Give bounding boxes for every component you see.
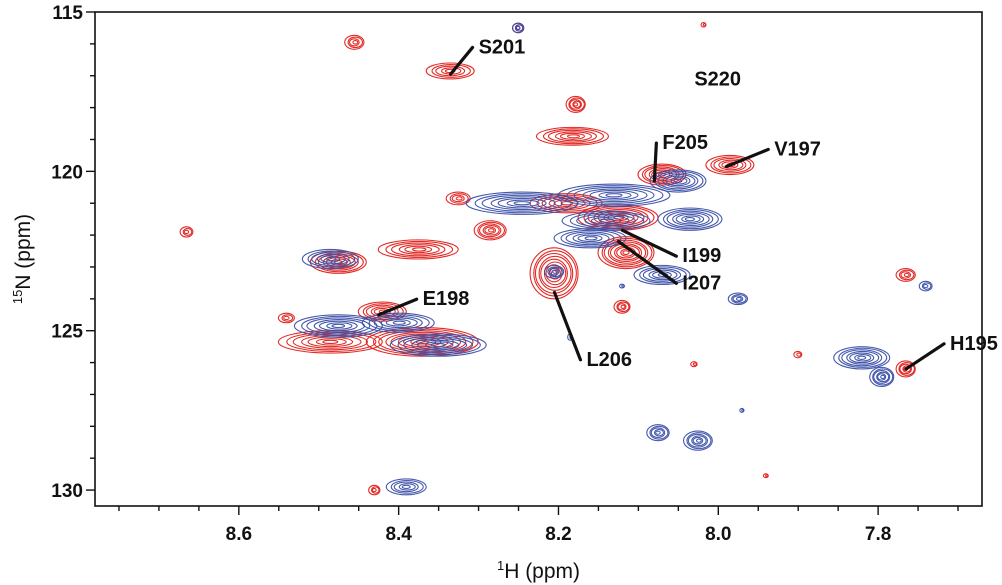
peak-annotation: V197: [724, 138, 821, 169]
peak-annotations: S201 S220 F205 V197 I199 I207 E198 L206 H195: [377, 36, 998, 371]
blue-peak: [657, 207, 723, 231]
blue-peak: [553, 228, 627, 249]
annotation-leader-line: [652, 141, 658, 183]
x-axis: 8.6 8.4 8.2 8.0 7.8: [118, 506, 959, 545]
y-axis: 115 120 125 130: [51, 3, 95, 502]
red-peak: [473, 220, 507, 241]
blue-peak: [543, 264, 565, 279]
annotation-label: F205: [662, 132, 708, 154]
annotation-label: E198: [423, 288, 470, 310]
red-peak: [895, 268, 916, 282]
red-peak: [425, 62, 475, 80]
blue-peak-series: [293, 22, 933, 496]
x-tick-label: 8.4: [385, 524, 412, 545]
y-tick-label: 125: [51, 322, 83, 343]
blue-peak: [649, 169, 707, 193]
peak-annotation: I207: [616, 239, 721, 294]
blue-peak: [869, 366, 895, 388]
peak-annotation: L206: [552, 290, 632, 371]
peak-annotation: E198: [377, 288, 470, 317]
blue-peak: [918, 280, 933, 292]
red-peak: [344, 34, 365, 50]
y-tick-label: 115: [52, 3, 83, 24]
red-peak: [700, 21, 707, 28]
red-peak: [277, 312, 295, 324]
peak-annotation: S201: [448, 36, 526, 76]
x-tick-label: 8.6: [226, 524, 252, 545]
annotation-leader-line: [620, 228, 678, 258]
red-peak: [368, 484, 381, 496]
red-peak: [377, 239, 459, 260]
x-tick-label: 7.8: [865, 524, 891, 545]
blue-peak: [739, 407, 745, 413]
red-peak-series: [179, 21, 916, 496]
annotation-label: H195: [950, 333, 998, 355]
annotation-leader-line: [377, 297, 419, 317]
annotation-leader-line: [724, 147, 770, 169]
red-peak: [793, 350, 803, 359]
peak-annotation: I199: [620, 228, 721, 267]
blue-peak: [301, 248, 359, 270]
x-tick-label: 8.0: [705, 524, 731, 545]
blue-peak: [385, 478, 427, 496]
blue-peak: [293, 314, 383, 338]
annotation-leader-line: [448, 45, 475, 76]
annotation-leader-line: [616, 239, 678, 285]
y-tick-label: 120: [51, 162, 83, 183]
blue-peak: [682, 430, 713, 451]
x-tick-label: 8.2: [545, 524, 571, 545]
blue-peak: [465, 191, 579, 215]
red-peak: [529, 247, 579, 300]
blue-peak: [511, 22, 525, 34]
blue-peak: [646, 424, 670, 442]
blue-peak: [619, 283, 625, 289]
red-peak: [613, 299, 631, 314]
annotation-leader-line: [552, 290, 583, 362]
annotation-label: S220: [694, 68, 741, 90]
annotation-leader-line: [904, 342, 946, 371]
red-peak: [690, 361, 698, 368]
x-axis-label: 1H (ppm): [497, 558, 580, 583]
y-tick-label: 130: [51, 481, 83, 502]
peak-annotation: F205: [652, 132, 708, 183]
red-peak: [179, 226, 194, 238]
red-peak: [565, 95, 586, 113]
red-peak: [895, 360, 916, 378]
y-axis-label: 15N (ppm): [10, 214, 35, 304]
red-peak: [535, 126, 609, 146]
blue-peak: [727, 292, 749, 306]
blue-peak: [561, 210, 651, 231]
peak-annotation: H195: [904, 333, 998, 371]
blue-peak: [361, 312, 435, 333]
red-peak: [762, 473, 769, 479]
blue-peak: [557, 183, 671, 207]
annotation-label: S201: [479, 36, 526, 58]
annotation-label: V197: [774, 138, 821, 160]
red-peak: [445, 191, 471, 206]
blue-peak: [833, 346, 891, 370]
blue-peak: [389, 333, 487, 357]
red-peak: [637, 163, 687, 186]
annotation-label: I199: [682, 245, 721, 267]
peak-annotation: S220: [694, 68, 741, 90]
annotation-label: I207: [682, 272, 721, 294]
annotation-label: L206: [586, 349, 632, 371]
plot-frame: [94, 11, 983, 507]
